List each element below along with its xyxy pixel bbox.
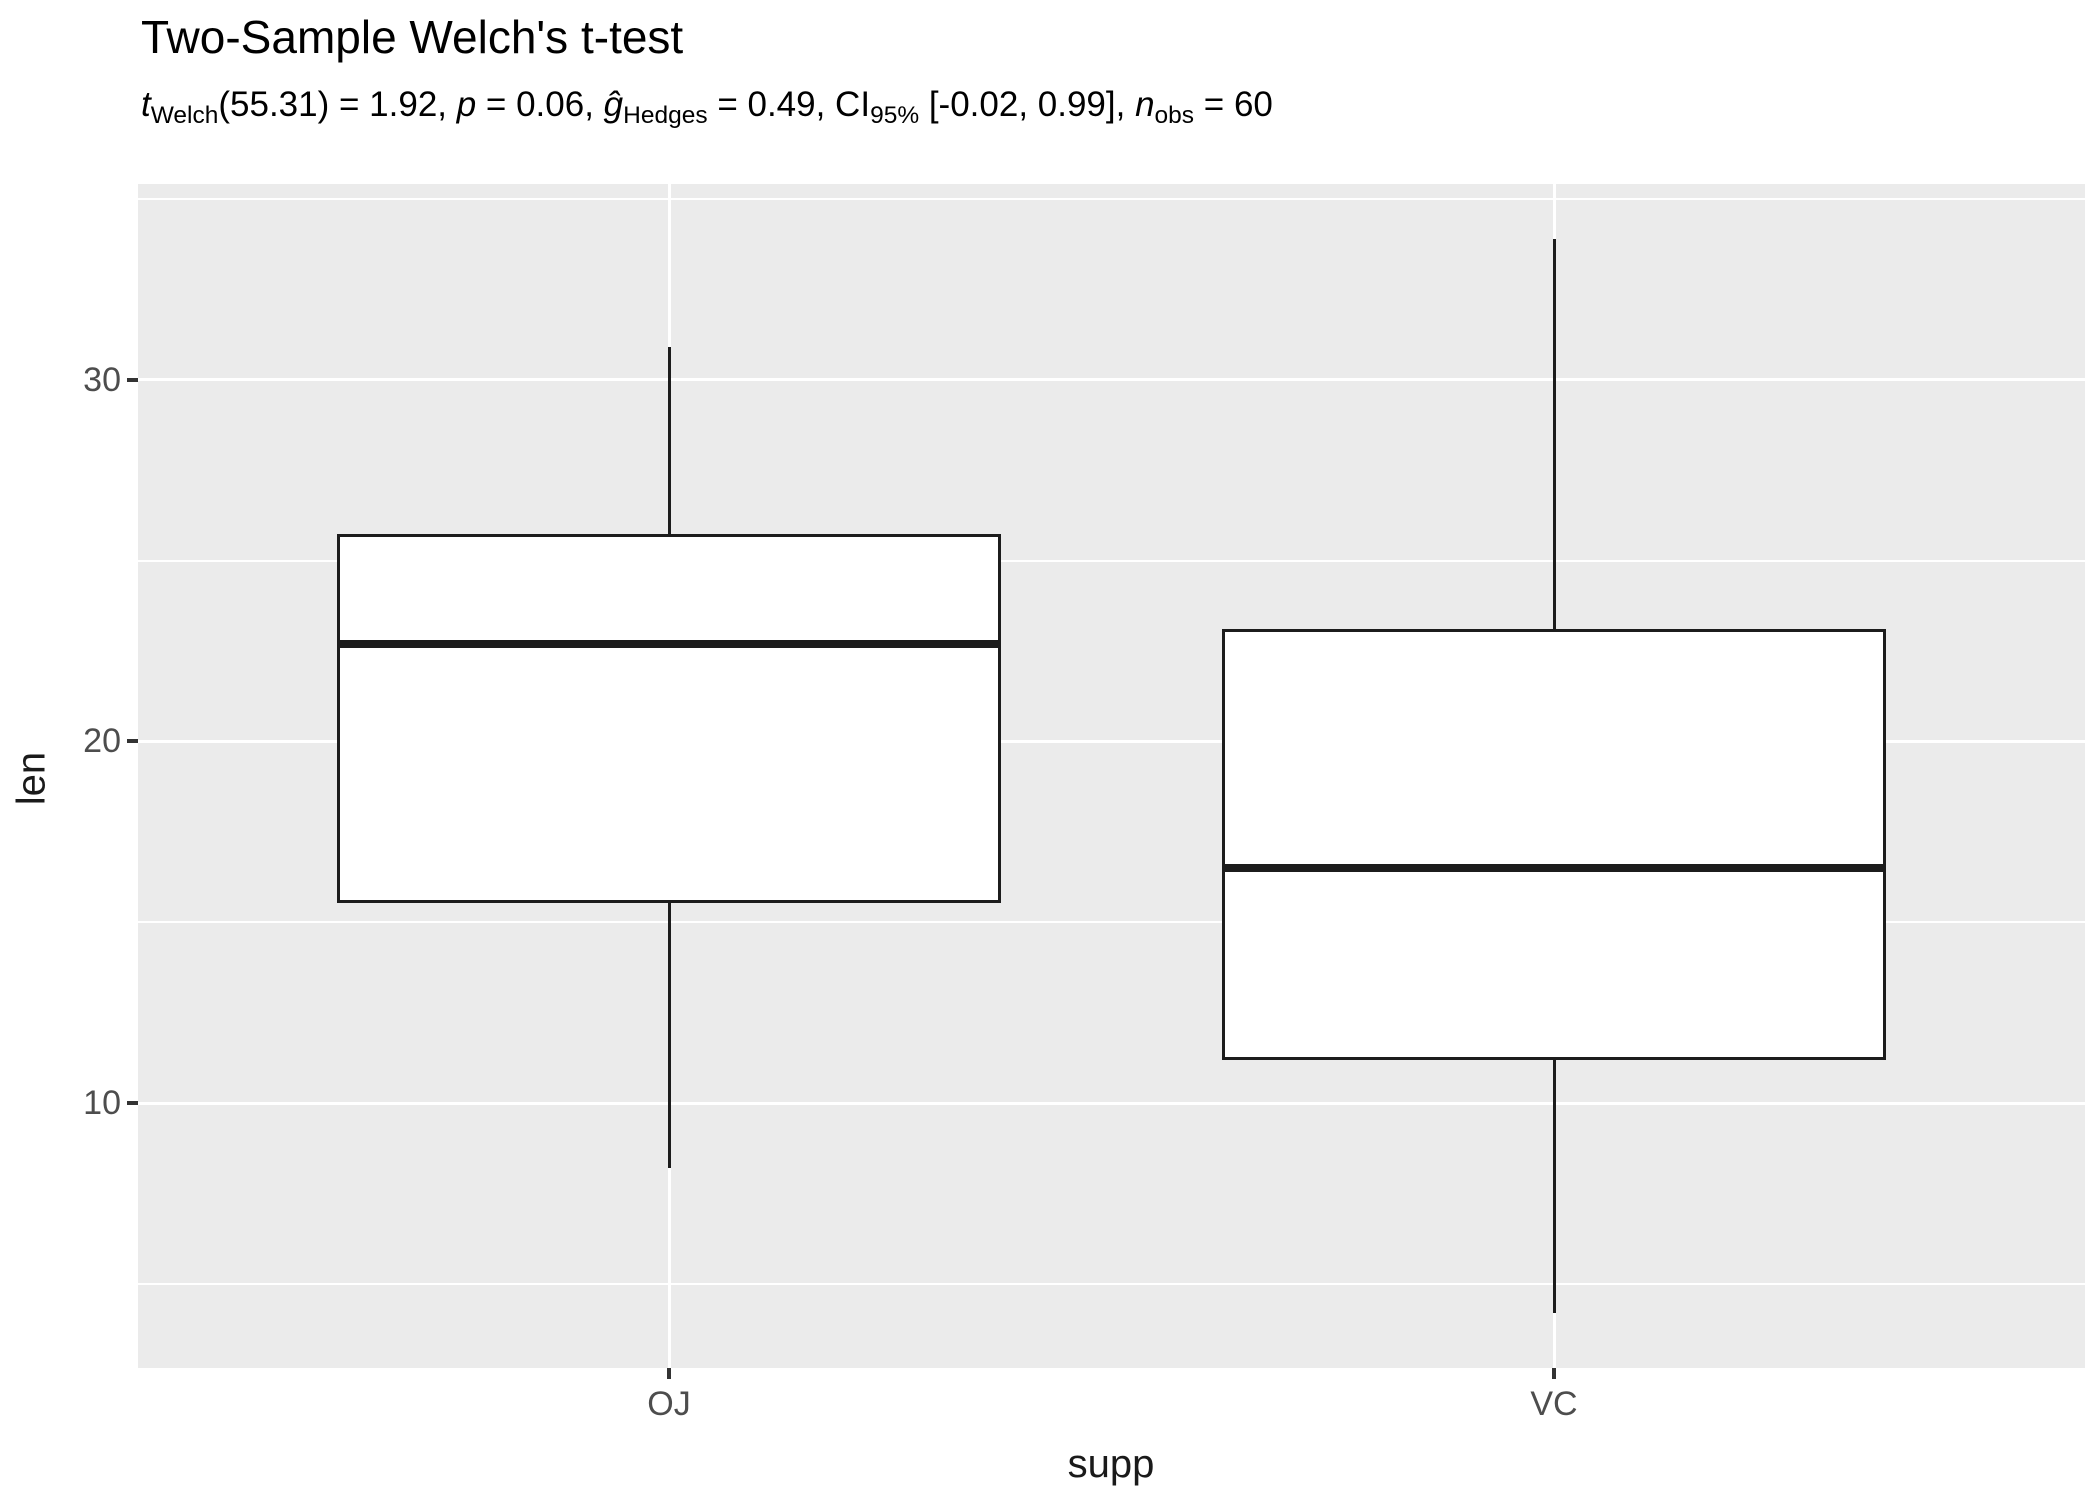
upper-whisker-VC: [1552, 238, 1556, 630]
subtitle-segment: [-0.02, 0.99],: [919, 85, 1136, 124]
minor-gridline-y-15: [138, 921, 2085, 924]
subtitle-segment: = 0.49, CI: [707, 85, 871, 124]
subtitle-segment: obs: [1154, 101, 1195, 129]
y-tick-label-10: 10: [83, 1084, 121, 1122]
y-axis-tick-30: [127, 377, 138, 382]
y-axis-tick-20: [127, 739, 138, 744]
x-axis-tick-OJ: [667, 1368, 671, 1379]
y-axis-title: len: [9, 751, 54, 806]
minor-gridline-y-35: [138, 198, 2085, 201]
minor-gridline-y-25: [138, 559, 2085, 562]
subtitle-segment: t: [141, 85, 151, 124]
subtitle-segment: ĝ: [603, 85, 624, 124]
plot-subtitle-stats: tWelch(55.31) = 1.92, p = 0.06, ĝHedges …: [141, 82, 1273, 132]
subtitle-segment: Hedges: [623, 101, 708, 129]
subtitle-segment: Welch: [150, 101, 219, 129]
subtitle-segment: 95%: [870, 101, 920, 129]
y-tick-label-20: 20: [83, 722, 121, 761]
median-line-OJ: [340, 639, 998, 648]
major-gridline-y-10: [138, 1101, 2085, 1105]
upper-whisker-OJ: [667, 347, 671, 535]
subtitle-segment: n: [1135, 85, 1155, 124]
plot-panel: [138, 184, 2085, 1368]
y-axis-tick-10: [127, 1101, 138, 1105]
subtitle-segment: (55.31) = 1.92,: [218, 85, 457, 124]
subtitle-segment: p: [456, 85, 477, 124]
subtitle-segment: = 0.06,: [476, 85, 604, 124]
subtitle-segment: = 60: [1194, 85, 1273, 124]
box-VC: [1222, 629, 1886, 1060]
x-tick-label-OJ: OJ: [647, 1385, 691, 1423]
median-line-VC: [1225, 864, 1883, 872]
minor-gridline-y-5: [138, 1282, 2085, 1285]
major-gridline-y-20: [138, 739, 2085, 743]
x-tick-label-VC: VC: [1530, 1385, 1578, 1423]
x-axis-title: supp: [1067, 1442, 1155, 1486]
plot-title: Two-Sample Welch's t-test: [141, 11, 684, 63]
y-tick-label-30: 30: [83, 360, 121, 399]
box-OJ: [337, 534, 1001, 904]
x-axis-tick-VC: [1552, 1368, 1556, 1379]
lower-whisker-OJ: [667, 903, 671, 1169]
lower-whisker-VC: [1552, 1059, 1556, 1313]
major-gridline-y-30: [138, 378, 2085, 382]
